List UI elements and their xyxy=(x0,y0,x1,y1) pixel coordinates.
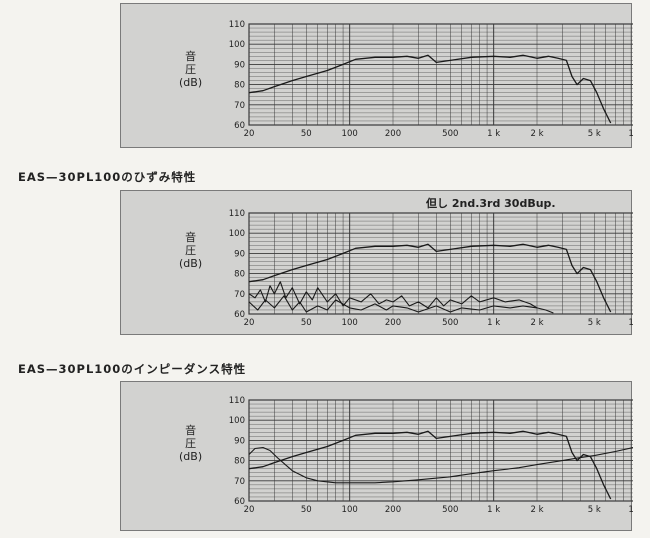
x-tick-label: 50 xyxy=(301,318,312,328)
y-tick-label: 80 xyxy=(234,81,245,91)
y-tick-label: 80 xyxy=(234,457,245,467)
y-tick-label: 70 xyxy=(234,101,245,111)
x-tick-label: 10 k xyxy=(628,318,633,328)
y-tick-label: 100 xyxy=(229,40,245,50)
x-tick-label: 20 xyxy=(244,318,255,328)
x-tick-label: 100 xyxy=(342,318,358,328)
plot-frame xyxy=(248,399,633,502)
y-tick-label: 80 xyxy=(234,270,245,280)
y-tick-label: 100 xyxy=(229,416,245,426)
series-line-3 xyxy=(248,295,554,314)
y-tick-label: 90 xyxy=(234,249,245,259)
distortion-section-title: EAS—30PL100のひずみ特性 xyxy=(18,170,197,184)
x-tick-label: 1 k xyxy=(487,129,500,139)
impedance-section-title: EAS—30PL100のインピーダンス特性 xyxy=(18,362,247,376)
series-line-1 xyxy=(248,430,612,500)
y-axis-label: 音圧 (dB) xyxy=(179,424,203,463)
distortion-note: 但し 2nd.3rd 30dBup. xyxy=(426,197,556,210)
impedance-panel: 音圧 (dB) 60 70 80 90 100 110 20 50 100 200 500 1 k 2 k… xyxy=(120,381,633,531)
x-tick-label: 20 xyxy=(244,129,255,139)
x-tick-label: 100 xyxy=(342,129,358,139)
series-line-2 xyxy=(248,281,538,309)
x-tick-label: 50 xyxy=(301,505,312,515)
impedance-chart: 60 70 80 90 100 110 20 50 100 200 500 1 k 2 k 5 k 10 k… xyxy=(229,396,633,515)
y-axis-label: 音圧 (dB) xyxy=(179,50,203,89)
frequency-response-panel: 音圧 (dB) 60 70 80 90 100 110 20 50 100 200 500 1 k 2 k… xyxy=(120,3,633,148)
y-tick-label: 70 xyxy=(234,477,245,487)
y-tick-label: 90 xyxy=(234,436,245,446)
x-tick-label: 5 k xyxy=(588,318,601,328)
y-tick-label: 110 xyxy=(229,209,245,219)
x-tick-label: 10 k xyxy=(628,505,633,515)
series-line-1 xyxy=(248,243,612,313)
x-tick-label: 500 xyxy=(442,318,458,328)
x-tick-label: 5 k xyxy=(588,129,601,139)
y-tick-label: 60 xyxy=(234,121,245,131)
x-tick-label: 1 k xyxy=(487,318,500,328)
distortion-chart: 60 70 80 90 100 110 20 50 100 200 500 1 k 2 k 5 k 10 k… xyxy=(229,209,633,328)
y-tick-label: 110 xyxy=(229,20,245,30)
y-tick-label: 90 xyxy=(234,60,245,70)
distortion-panel: 音圧 (dB) 但し 2nd.3rd 30dBup. 60 70 80 90 100 110… xyxy=(120,190,633,335)
x-tick-label: 500 xyxy=(442,129,458,139)
plot-frame xyxy=(248,23,633,126)
series-line-2 xyxy=(248,446,633,484)
x-tick-label: 2 k xyxy=(530,318,543,328)
x-tick-label: 1 k xyxy=(487,505,500,515)
x-tick-label: 200 xyxy=(385,505,401,515)
x-tick-label: 100 xyxy=(342,505,358,515)
x-tick-label: 10 k xyxy=(628,129,633,139)
x-tick-label: 50 xyxy=(301,129,312,139)
x-tick-label: 20 xyxy=(244,505,255,515)
plot-frame xyxy=(248,212,633,315)
y-tick-label: 60 xyxy=(234,497,245,507)
y-tick-label: 70 xyxy=(234,290,245,300)
frequency-response-chart: 60 70 80 90 100 110 20 50 100 200 500 1 k 2 k 5 k 10 k… xyxy=(229,20,633,139)
y-axis-label: 音圧 (dB) xyxy=(179,231,203,270)
series-line-1 xyxy=(248,54,612,124)
x-tick-label: 2 k xyxy=(530,505,543,515)
y-tick-label: 100 xyxy=(229,229,245,239)
x-tick-label: 200 xyxy=(385,129,401,139)
x-tick-label: 200 xyxy=(385,318,401,328)
x-tick-label: 2 k xyxy=(530,129,543,139)
y-tick-label: 110 xyxy=(229,396,245,406)
y-tick-label: 60 xyxy=(234,310,245,320)
x-tick-label: 5 k xyxy=(588,505,601,515)
x-tick-label: 500 xyxy=(442,505,458,515)
